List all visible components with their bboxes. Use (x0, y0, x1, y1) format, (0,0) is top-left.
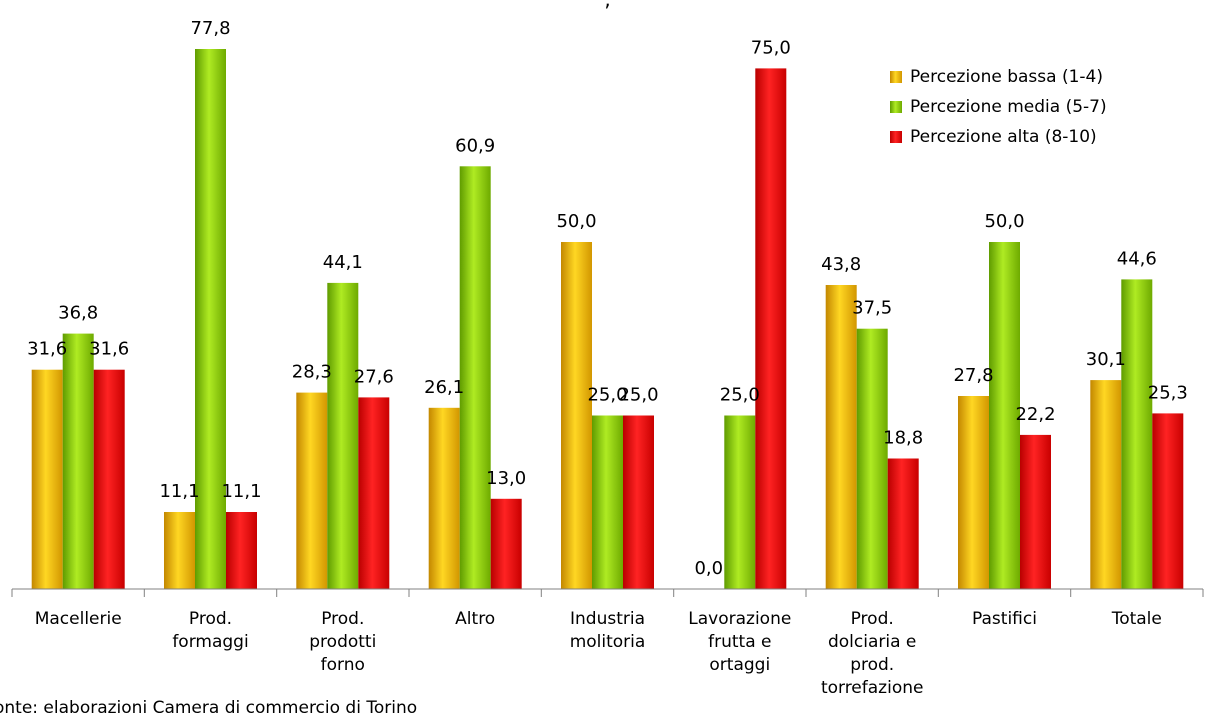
data-label-0-0: 31,6 (27, 339, 67, 360)
bar-2-0 (93, 369, 125, 589)
bar-0-4 (561, 242, 592, 589)
category-label-3: Altro (455, 609, 495, 629)
bar-2-6 (887, 458, 919, 589)
source-note: onte: elaborazioni Camera di commercio d… (0, 698, 418, 718)
data-label-2-2: 27,6 (354, 366, 394, 387)
legend-label-0: Percezione bassa (1-4) (910, 67, 1103, 87)
chart-title-clipped: , (0, 0, 1215, 11)
legend-swatch-0 (890, 71, 902, 83)
data-label-2-5: 75,0 (751, 37, 791, 58)
category-label-2: Prod. prodotti forno (309, 609, 376, 675)
bar-0-0 (31, 369, 63, 589)
data-label-1-5: 25,0 (720, 385, 760, 406)
data-label-1-0: 36,8 (58, 303, 98, 324)
category-label-1: Prod. formaggi (172, 609, 248, 652)
data-label-0-4: 50,0 (556, 211, 596, 232)
legend: Percezione bassa (1-4) Percezione media (… (890, 67, 1107, 147)
legend-label-1: Percezione media (5-7) (910, 97, 1107, 117)
data-label-2-7: 22,2 (1015, 404, 1055, 425)
bar-2-3 (490, 498, 522, 589)
bar-1-4 (592, 415, 623, 589)
category-label-8: Totale (1111, 609, 1162, 629)
bar-0-8 (1090, 380, 1122, 589)
category-label-5: Lavorazione frutta e ortaggi (688, 609, 791, 675)
bar-1-2 (327, 282, 359, 589)
bar-0-6 (825, 285, 857, 589)
bar-1-0 (62, 333, 94, 589)
data-label-1-4: 25,0 (587, 385, 627, 406)
data-label-1-7: 50,0 (984, 211, 1024, 232)
bar-1-5 (724, 415, 756, 589)
data-label-2-3: 13,0 (486, 468, 526, 489)
category-labels-layer: Macellerie Prod. formaggi Prod. prodotti forn… (35, 609, 1162, 698)
data-label-1-8: 44,6 (1117, 248, 1157, 269)
bar-0-2 (296, 392, 328, 589)
legend-swatch-2 (890, 131, 902, 143)
data-label-0-2: 28,3 (292, 362, 332, 383)
data-label-2-8: 25,3 (1148, 382, 1188, 403)
data-label-0-6: 43,8 (821, 254, 861, 275)
category-label-6: Prod. dolciaria e prod. torrefazione (821, 609, 924, 698)
bar-2-8 (1152, 413, 1184, 589)
data-label-0-3: 26,1 (424, 377, 464, 398)
bar-1-8 (1121, 279, 1153, 589)
bar-2-7 (1020, 434, 1051, 589)
bar-0-7 (958, 396, 989, 589)
data-label-2-4: 25,0 (618, 385, 658, 406)
data-label-1-1: 77,8 (190, 18, 230, 39)
data-label-1-3: 60,9 (455, 135, 495, 156)
legend-swatch-1 (890, 101, 902, 113)
data-label-0-8: 30,1 (1086, 349, 1126, 370)
bar-1-7 (989, 242, 1020, 589)
category-label-4: Industria molitoria (570, 609, 646, 652)
data-label-2-0: 31,6 (89, 339, 129, 360)
bar-0-3 (428, 407, 460, 589)
bar-1-1 (195, 49, 226, 589)
category-label-7: Pastifici (972, 609, 1037, 629)
legend-label-2: Percezione alta (8-10) (910, 127, 1097, 147)
bar-2-4 (623, 415, 654, 589)
bar-0-1 (164, 512, 195, 589)
x-axis (11, 588, 1204, 597)
data-label-1-6: 37,5 (852, 298, 892, 319)
data-label-2-1: 11,1 (221, 481, 261, 502)
bar-2-2 (358, 397, 390, 589)
data-label-0-7: 27,8 (953, 365, 993, 386)
data-label-1-2: 44,1 (323, 252, 363, 273)
data-label-2-6: 18,8 (883, 428, 923, 449)
bar-2-1 (226, 512, 257, 589)
bar-1-3 (459, 166, 491, 590)
bar-2-5 (755, 68, 787, 589)
bar-1-6 (856, 328, 888, 589)
data-label-0-1: 11,1 (159, 481, 199, 502)
data-labels-layer: 31,6 36,8 31,6 11,1 77,8 11,1 28,3 44,1 27,6 26,1… (27, 18, 1188, 579)
data-label-0-5: 0,0 (694, 558, 723, 579)
category-label-0: Macellerie (35, 609, 122, 629)
bars-layer (31, 49, 1184, 590)
